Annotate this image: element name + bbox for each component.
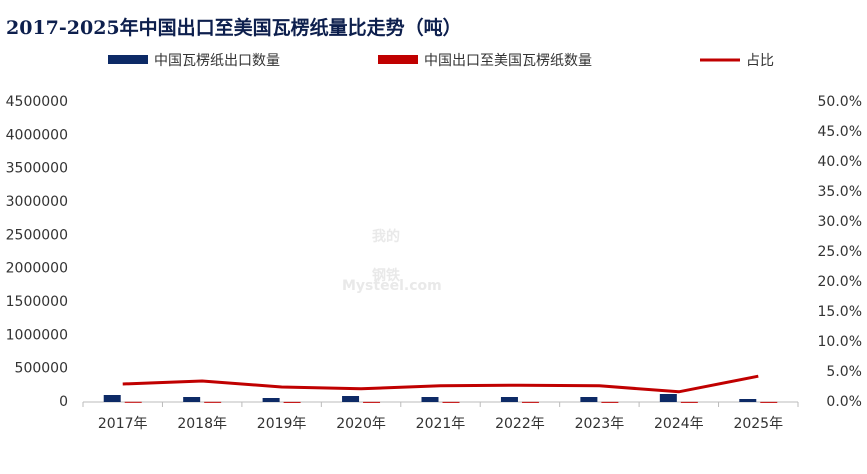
y2-tick-label: 5.0% (826, 364, 862, 380)
bar (183, 397, 201, 402)
y-tick-label: 4000000 (6, 127, 68, 143)
bar (739, 399, 757, 402)
legend-label: 占比 (746, 53, 774, 69)
y-tick-label: 1000000 (6, 327, 68, 343)
legend-swatch (108, 55, 148, 64)
y2-tick-label: 15.0% (818, 304, 862, 320)
bar (442, 401, 460, 403)
y-tick-label: 1500000 (6, 294, 68, 310)
bar (342, 396, 360, 402)
bar (680, 401, 698, 403)
x-tick-label: 2025年 (733, 416, 783, 432)
bar (580, 397, 598, 402)
legend-swatch (378, 55, 418, 64)
watermark: 钢铁 (372, 267, 400, 284)
y2-tick-label: 25.0% (818, 244, 862, 260)
bar (521, 401, 539, 403)
bar (283, 401, 301, 403)
y-tick-label: 0 (59, 394, 68, 410)
y2-tick-label: 40.0% (818, 154, 862, 170)
bar (601, 401, 619, 403)
bar (421, 397, 439, 402)
y2-tick-label: 50.0% (818, 94, 862, 110)
y2-tick-label: 35.0% (818, 184, 862, 200)
legend-label: 中国出口至美国瓦楞纸数量 (424, 53, 592, 69)
y2-tick-label: 0.0% (826, 394, 862, 410)
y-tick-label: 2000000 (6, 261, 68, 277)
y2-tick-label: 20.0% (818, 274, 862, 290)
x-tick-label: 2017年 (98, 416, 148, 432)
y-tick-label: 3500000 (6, 161, 68, 177)
y2-tick-label: 10.0% (818, 334, 862, 350)
y2-tick-label: 30.0% (818, 214, 862, 230)
legend-label: 中国瓦楞纸出口数量 (154, 53, 280, 69)
bar (262, 398, 280, 402)
y-tick-label: 500000 (15, 361, 68, 377)
watermark: 我的 (372, 228, 400, 245)
bar (500, 397, 518, 402)
bar (659, 394, 677, 402)
x-tick-label: 2019年 (257, 416, 307, 432)
bar (124, 401, 142, 403)
x-tick-label: 2020年 (336, 416, 386, 432)
y-tick-label: 2500000 (6, 227, 68, 243)
bar (363, 401, 381, 403)
bar (760, 401, 778, 403)
y-tick-label: 3000000 (6, 194, 68, 210)
x-tick-label: 2024年 (654, 416, 704, 432)
x-tick-label: 2021年 (416, 416, 466, 432)
line (122, 374, 759, 394)
x-tick-label: 2023年 (575, 416, 625, 432)
y2-tick-label: 45.0% (818, 124, 862, 140)
watermark: Mysteel.com (342, 278, 442, 294)
chart-title: 2017-2025年中国出口至美国瓦楞纸量比走势（吨） (6, 16, 462, 39)
y-tick-label: 4500000 (6, 94, 68, 110)
x-tick-label: 2022年 (495, 416, 545, 432)
x-tick-label: 2018年 (177, 416, 227, 432)
bar (103, 395, 121, 402)
bar (204, 401, 222, 403)
